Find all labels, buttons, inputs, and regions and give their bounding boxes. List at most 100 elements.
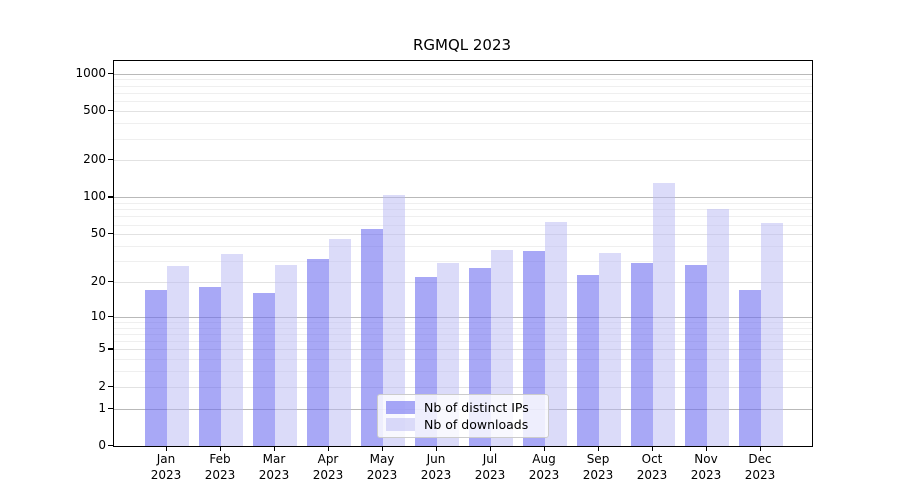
y-tick-label: 500 (83, 103, 106, 118)
minor-gridline (114, 245, 812, 247)
minor-gridline (114, 123, 812, 125)
x-tick-label: Apr 2023 (300, 452, 356, 483)
mid-gridline (114, 160, 812, 162)
minor-gridline (114, 93, 812, 95)
chart-title: RGMQL 2023 (412, 36, 512, 54)
x-tick-label-line: Jun (426, 452, 446, 466)
y-tick-label: 200 (83, 152, 106, 167)
x-tick-label: Jul 2023 (462, 452, 518, 483)
bar-downloads (383, 194, 405, 446)
x-tick-mark (652, 446, 654, 451)
x-tick-label: Oct 2023 (624, 452, 680, 483)
mid-gridline (114, 386, 812, 388)
x-tick-label-line: Feb (209, 452, 231, 466)
plot-area (113, 60, 813, 447)
legend: Nb of distinct IPs Nb of downloads (377, 394, 549, 438)
y-tick-mark (108, 348, 113, 350)
x-tick-mark (706, 446, 708, 451)
minor-gridline (114, 138, 812, 140)
minor-gridline (114, 79, 812, 81)
bar-downloads (545, 221, 567, 446)
bar-distinct-ips (631, 262, 653, 446)
legend-item-distinct-ips: Nb of distinct IPs (386, 400, 540, 415)
x-tick-label-line: 2023 (258, 467, 290, 482)
y-tick-mark (108, 445, 113, 447)
legend-item-downloads: Nb of downloads (386, 417, 540, 432)
x-tick-label-line: Nov (694, 452, 718, 466)
x-tick-mark (382, 446, 384, 451)
x-tick-label-line: 2023 (474, 467, 506, 482)
x-tick-label-line: 2023 (204, 467, 236, 482)
bar-downloads (167, 266, 189, 446)
x-tick-mark (274, 446, 276, 451)
bar-distinct-ips (577, 274, 599, 446)
y-tick-label: 1 (98, 400, 106, 415)
x-tick-label-line: 2023 (150, 467, 182, 482)
y-tick-label: 10 (90, 308, 106, 323)
x-tick-mark (544, 446, 546, 451)
x-tick-mark (760, 446, 762, 451)
y-tick-label: 50 (90, 226, 106, 241)
x-tick-label: Nov 2023 (678, 452, 734, 483)
minor-gridline (114, 216, 812, 218)
bar-distinct-ips (145, 290, 167, 446)
y-tick-mark (108, 159, 113, 161)
mid-gridline (114, 281, 812, 283)
x-tick-label-line: 2023 (420, 467, 452, 482)
bar-distinct-ips (361, 229, 383, 446)
minor-gridline (114, 261, 812, 262)
y-tick-mark (108, 315, 113, 317)
x-tick-label: Mar 2023 (246, 452, 302, 483)
bar-distinct-ips (685, 264, 707, 446)
minor-gridline (114, 85, 812, 87)
y-tick-label: 1000 (75, 65, 106, 80)
x-tick-mark (436, 446, 438, 451)
bar-downloads (221, 254, 243, 446)
y-tick-mark (108, 72, 113, 74)
decade-gridline (114, 197, 812, 199)
bar-distinct-ips (307, 259, 329, 446)
x-tick-mark (598, 446, 600, 451)
x-tick-label-line: Mar (262, 452, 286, 466)
x-tick-label: Jun 2023 (408, 452, 464, 483)
x-tick-label-line: Apr (317, 452, 339, 466)
y-tick-label: 0 (98, 438, 106, 452)
x-tick-label-line: Jul (482, 452, 498, 466)
x-tick-mark (166, 446, 168, 451)
y-tick-mark (108, 196, 113, 198)
bar-downloads (599, 252, 621, 446)
x-tick-label-line: Sep (586, 452, 610, 466)
legend-label-distinct-ips: Nb of distinct IPs (424, 399, 529, 415)
x-tick-label: Feb 2023 (192, 452, 248, 483)
y-tick-mark (108, 110, 113, 112)
legend-swatch-distinct-ips (386, 400, 415, 414)
bar-downloads (707, 209, 729, 446)
y-tick-label: 2 (98, 378, 106, 393)
y-tick-mark (108, 233, 113, 235)
minor-gridline (114, 333, 812, 335)
bar-downloads (329, 238, 351, 446)
x-tick-label-line: 2023 (690, 467, 722, 482)
x-tick-label: Sep 2023 (570, 452, 626, 483)
x-tick-label-line: 2023 (582, 467, 614, 482)
decade-gridline (114, 316, 812, 318)
x-tick-label-line: 2023 (744, 467, 776, 482)
minor-gridline (114, 101, 812, 103)
y-tick-mark (108, 385, 113, 387)
mid-gridline (114, 111, 812, 113)
x-tick-label-line: 2023 (366, 467, 398, 482)
y-tick-label: 20 (90, 273, 106, 288)
bar-downloads (761, 222, 783, 446)
decade-gridline (114, 73, 812, 75)
y-tick-label: 100 (83, 189, 106, 204)
legend-label-downloads: Nb of downloads (424, 417, 529, 433)
minor-gridline (114, 203, 812, 204)
minor-gridline (114, 327, 812, 329)
x-tick-mark (490, 446, 492, 451)
y-tick-mark (108, 280, 113, 283)
x-tick-label-line: 2023 (312, 467, 344, 482)
mid-gridline (114, 349, 812, 351)
bar-downloads (275, 264, 297, 446)
bar-distinct-ips (739, 290, 761, 446)
